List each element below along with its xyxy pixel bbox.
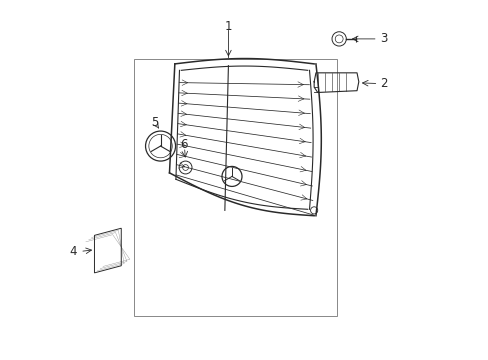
Text: 5: 5 (150, 116, 158, 129)
Bar (134, 59, 337, 316)
Circle shape (331, 32, 346, 46)
Text: 3: 3 (380, 32, 387, 45)
Circle shape (179, 161, 192, 174)
Circle shape (222, 166, 242, 186)
Polygon shape (94, 228, 121, 273)
Text: 1: 1 (224, 20, 232, 33)
Circle shape (310, 207, 317, 214)
Text: 4: 4 (70, 245, 77, 258)
Text: 2: 2 (380, 77, 387, 90)
Text: 6: 6 (180, 138, 187, 151)
Circle shape (145, 131, 175, 161)
